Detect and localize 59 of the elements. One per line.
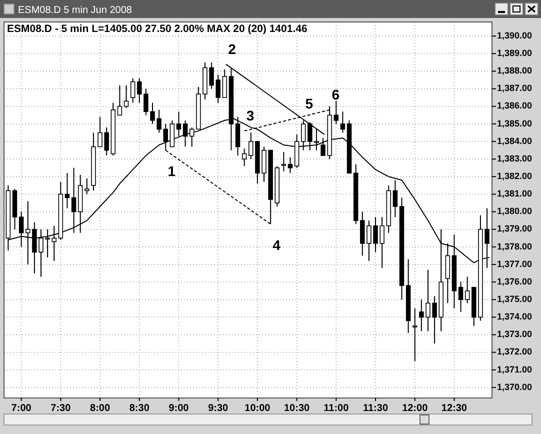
chart-subtitle: ESM08.D 5 min Jun 2008 xyxy=(18,5,132,16)
annotation: 2 xyxy=(228,40,236,57)
candlestick xyxy=(288,156,293,174)
candlestick xyxy=(334,100,339,124)
x-tick-label: 9:00 xyxy=(168,403,190,414)
candlestick xyxy=(458,282,464,312)
y-tick-label: 1,377.00 xyxy=(497,258,532,269)
candlestick xyxy=(84,178,90,195)
y-tick-label: 1,376.00 xyxy=(497,276,532,286)
candlestick xyxy=(124,84,129,109)
annotation: 1 xyxy=(168,162,176,179)
y-tick-label: 1,382.00 xyxy=(497,170,532,181)
annotation: 5 xyxy=(305,95,314,112)
candlestick xyxy=(340,111,346,134)
candlestick xyxy=(464,276,470,304)
x-tick-label: 7:00 xyxy=(11,403,32,414)
chart-title: ESM08.D - 5 min L=1405.00 27.50 2.00% MAX 20 (20) 1401.46 xyxy=(7,23,308,35)
x-tick-label: 11:00 xyxy=(324,403,350,414)
candlestick xyxy=(71,167,76,234)
x-tick-label: 11:30 xyxy=(362,403,388,414)
candlestick xyxy=(412,308,418,362)
candlestick xyxy=(189,126,194,148)
y-tick-label: 1,389.00 xyxy=(497,48,532,58)
y-tick-label: 1,378.00 xyxy=(497,241,532,252)
y-tick-label: 1,372.00 xyxy=(497,346,532,357)
candlestick xyxy=(130,78,136,104)
x-tick-label: 10:00 xyxy=(244,403,271,414)
y-tick-label: 1,379.00 xyxy=(497,224,532,234)
y-tick-label: 1,386.00 xyxy=(497,100,532,111)
y-tick-label: 1,390.00 xyxy=(497,30,532,40)
y-tick-label: 1,384.00 xyxy=(497,136,532,146)
candlestick xyxy=(64,172,70,209)
y-tick-label: 1,371.00 xyxy=(497,364,532,374)
y-tick-label: 1,380.00 xyxy=(497,206,532,216)
y-tick-label: 1,385.00 xyxy=(497,118,532,128)
candlestick xyxy=(392,180,398,218)
candlestick xyxy=(137,78,142,104)
candlestick xyxy=(242,148,247,167)
x-tick-label: 12:00 xyxy=(402,403,428,414)
y-tick-label: 1,381.00 xyxy=(497,188,532,199)
y-tick-label: 1,374.00 xyxy=(497,312,532,322)
x-tick-label: 12:30 xyxy=(441,403,468,414)
x-tick-label: 9:30 xyxy=(208,403,229,414)
annotation: 6 xyxy=(332,86,340,103)
y-tick-label: 1,370.00 xyxy=(497,382,532,392)
x-tick-label: 8:30 xyxy=(129,403,150,414)
y-tick-label: 1,387.00 xyxy=(497,83,532,94)
x-tick-label: 7:30 xyxy=(50,403,72,414)
y-tick-label: 1,375.00 xyxy=(497,294,532,304)
candlestick xyxy=(222,68,228,98)
annotation: 3 xyxy=(246,108,254,124)
x-tick-label: 10:30 xyxy=(284,403,310,414)
x-tick-label: 8:00 xyxy=(90,403,110,414)
y-tick-label: 1,373.00 xyxy=(497,329,532,340)
candlestick xyxy=(18,211,24,248)
y-tick-label: 1,383.00 xyxy=(497,153,532,164)
y-tick-label: 1,388.00 xyxy=(497,66,532,76)
candlestick xyxy=(117,84,122,116)
annotation: 4 xyxy=(272,236,281,253)
